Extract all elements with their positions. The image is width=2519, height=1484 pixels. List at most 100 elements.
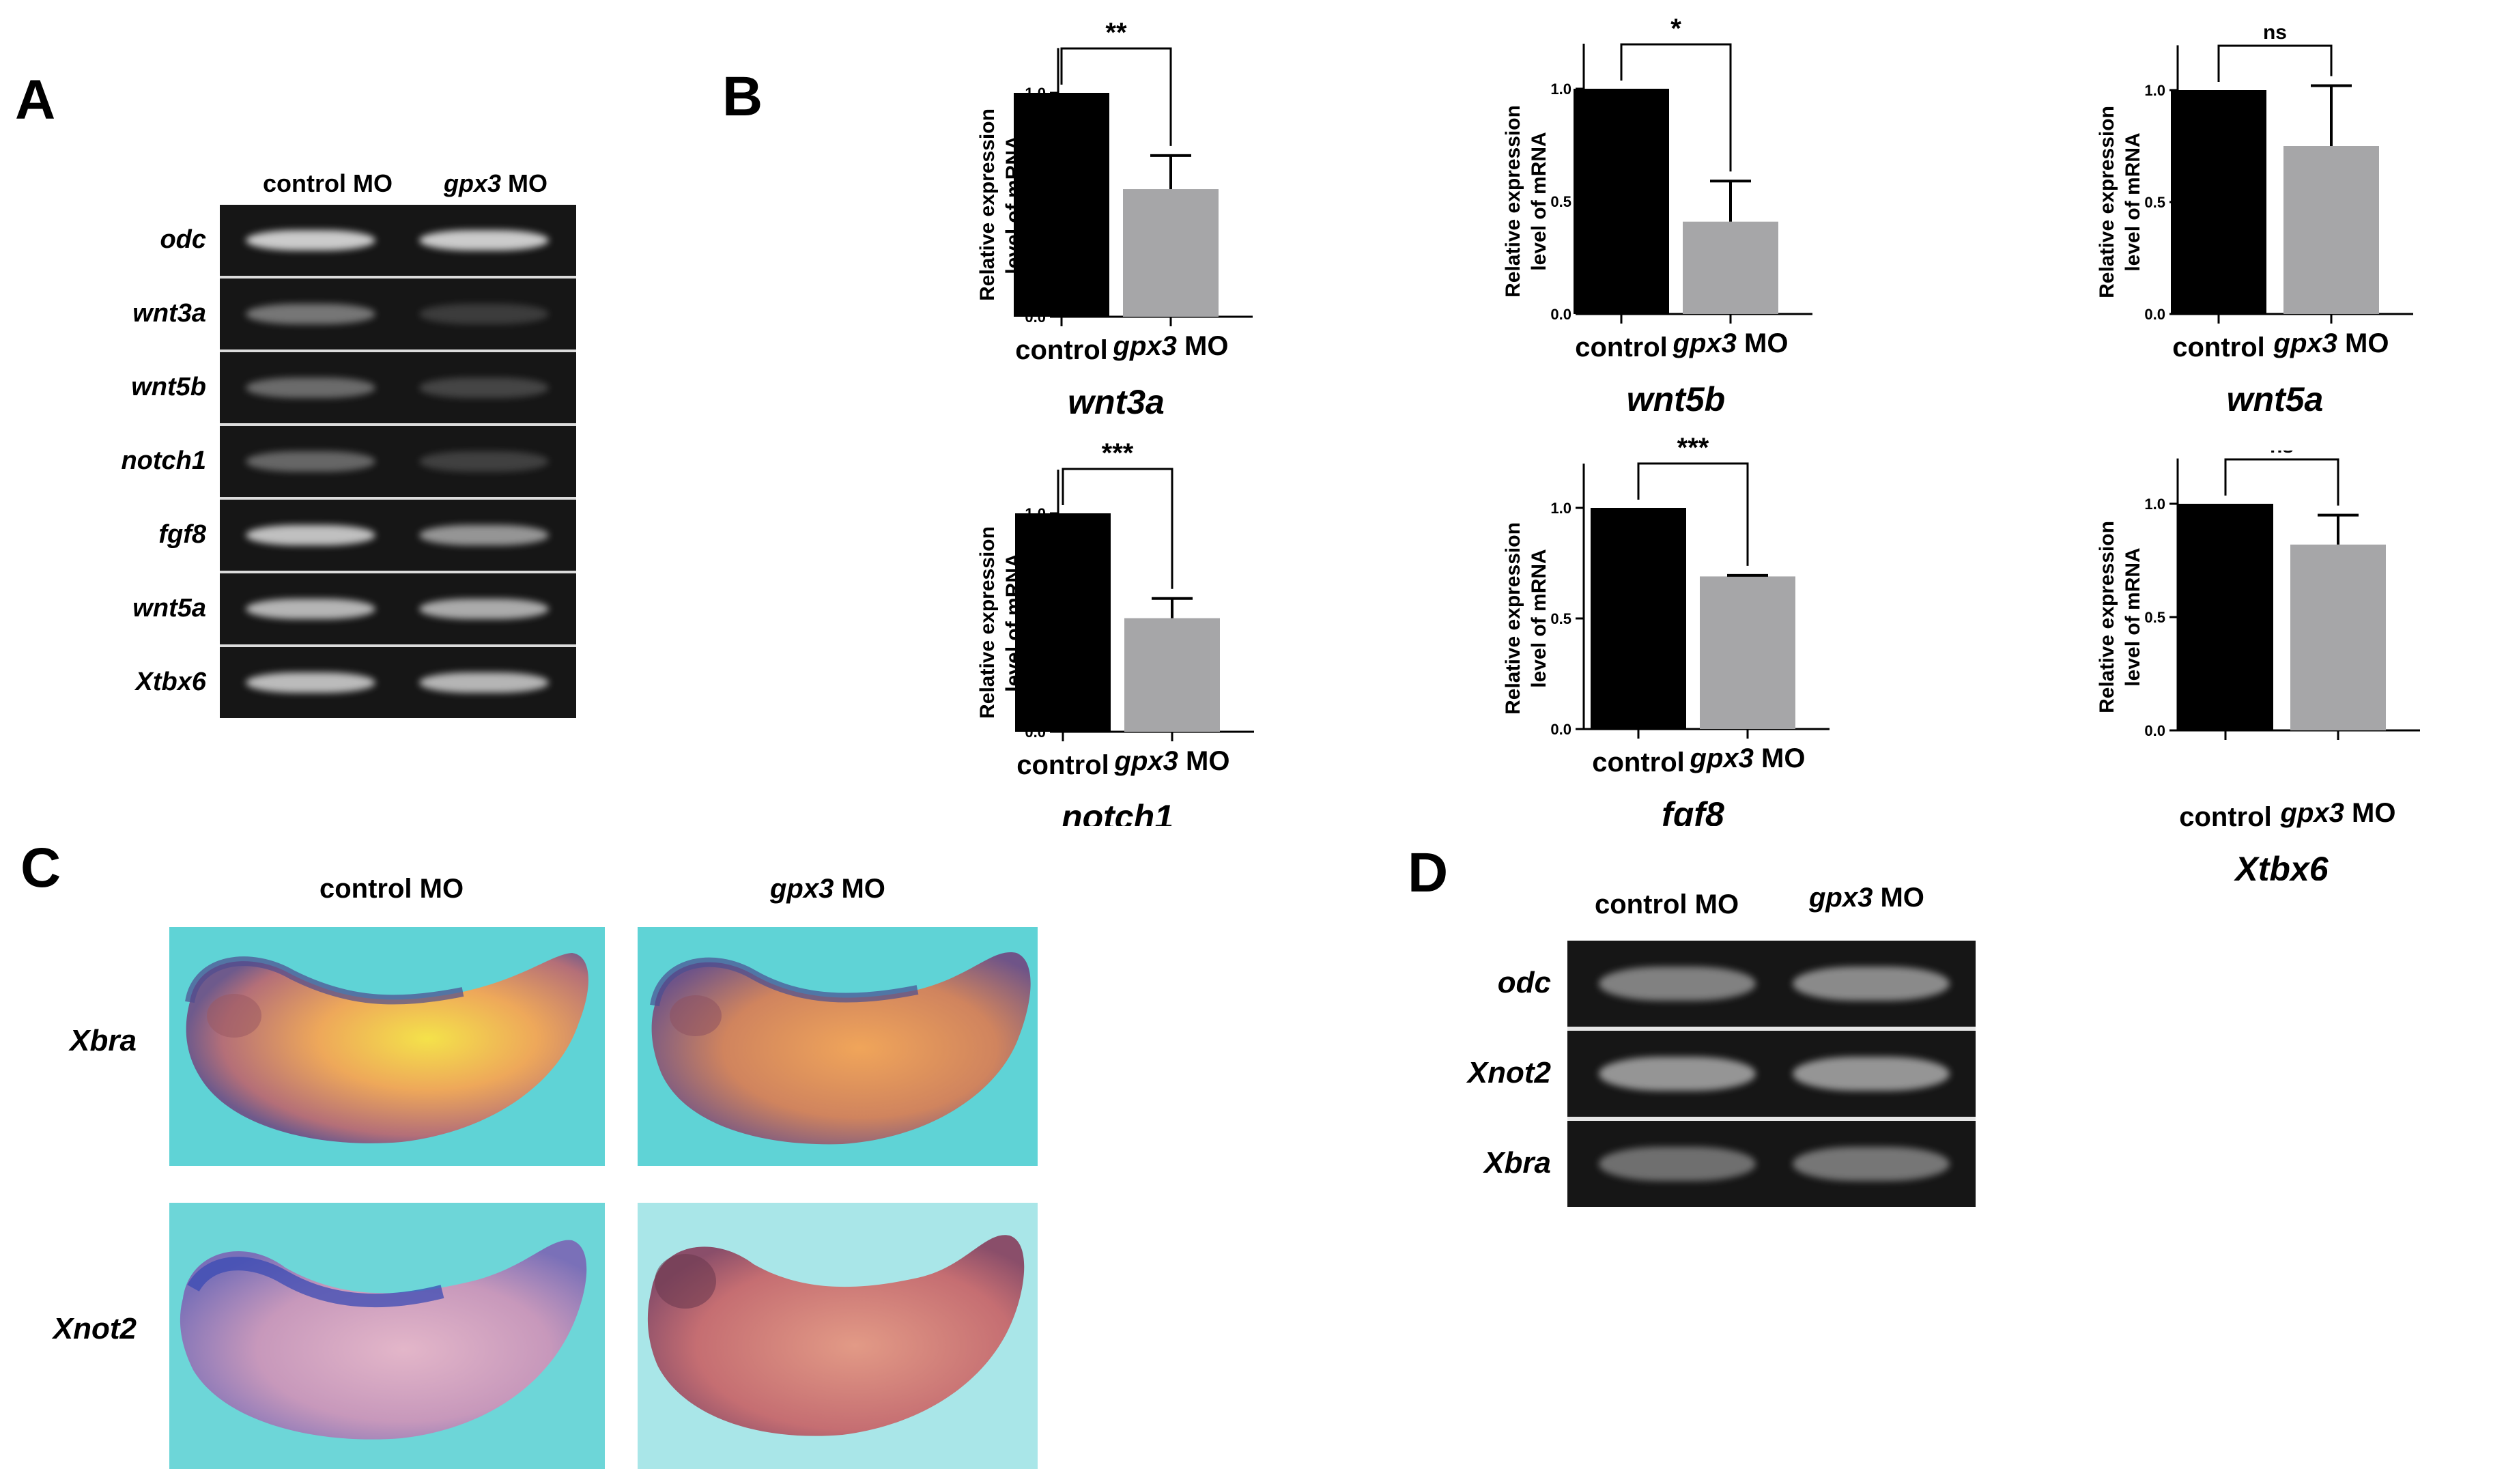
x-category-control: control <box>1575 332 1668 362</box>
gel-label-odc: odc <box>160 225 206 254</box>
gel-a <box>220 205 576 718</box>
y-tick-label-2: 1.0 <box>2144 496 2165 513</box>
panel-c-row-xbra: Xbra <box>70 1024 137 1057</box>
chart-title: wnt5a <box>2227 380 2324 418</box>
y-axis-label: Relative expression level of mRNA <box>2096 521 2144 713</box>
gel-band-notch1-control <box>246 451 375 472</box>
significance-bracket <box>1620 43 1732 172</box>
gel-band-notch1-gpx3 <box>419 451 549 472</box>
gel-band-fgf8-gpx3 <box>419 525 549 545</box>
y-tick-label-0: 0.0 <box>2144 306 2165 323</box>
x-category-gpx3-mo: MO <box>1186 746 1229 776</box>
y-tick-label-1: 0.5 <box>1550 610 1571 627</box>
gel-lane-odc <box>1567 941 1976 1027</box>
gel-lane-wnt3a <box>220 279 576 349</box>
gel-band-odc-gpx3 <box>1793 967 1950 1001</box>
significance-bracket <box>2217 44 2333 82</box>
gel-band-wnt5a-control <box>246 599 375 619</box>
gel-lane-wnt5b <box>220 352 576 423</box>
gel-lane-fgf8 <box>220 500 576 571</box>
gel-label-xtbx6: Xtbx6 <box>135 668 206 696</box>
y-axis-label-line1: Relative expression <box>1502 522 1524 715</box>
gel-band-wnt5b-control <box>246 377 375 398</box>
y-axis-label-line2: level of mRNA <box>2122 132 2144 271</box>
x-category-gpx3: gpx3 MO <box>2273 328 2389 358</box>
y-axis-label-line2: level of mRNA <box>1528 549 1550 687</box>
bar-control <box>2178 504 2273 730</box>
x-category-gpx3-gene: gpx3 <box>1113 331 1184 361</box>
significance-bracket <box>1637 462 1749 566</box>
significance-bracket <box>1060 47 1172 146</box>
panel-letter-d: D <box>1408 842 1449 904</box>
chart-title: wnt5b <box>1627 380 1725 418</box>
gel-lane-xtbx6 <box>220 647 576 718</box>
y-axis-label: Relative expression level of mRNA <box>1502 522 1550 715</box>
significance-bracket <box>1062 468 1173 589</box>
chart-title: notch1 <box>1062 798 1173 826</box>
x-category-gpx3-gene: gpx3 <box>1673 328 1744 358</box>
x-category-gpx3: gpx3 MO <box>1113 331 1229 361</box>
chart-title: wnt3a <box>1068 383 1165 421</box>
significance-label: ns <box>2263 21 2287 44</box>
y-tick-label-1: 0.5 <box>2144 194 2165 211</box>
bar-control <box>1015 513 1111 732</box>
y-tick-label-1: 0.5 <box>1550 193 1571 210</box>
x-category-gpx3-gene: gpx3 <box>2273 328 2345 358</box>
gel-band-odc-gpx3 <box>419 230 549 251</box>
panel-c-col-gpx3: gpx3 MO <box>770 874 885 904</box>
x-category-gpx3-mo: MO <box>1744 328 1788 358</box>
gel-label-wnt5b: wnt5b <box>131 373 206 401</box>
panel-letter-a: A <box>15 69 56 131</box>
panel-letter-c: C <box>20 837 61 899</box>
gel-band-wnt3a-gpx3 <box>419 304 549 324</box>
bar-control <box>1014 93 1109 317</box>
panel-c-col-gpx3-mo: MO <box>841 874 885 904</box>
x-category-control: control <box>2172 332 2265 362</box>
chart-title: fgf8 <box>1662 795 1724 826</box>
gel-label-xbra: Xbra <box>1484 1146 1551 1180</box>
gel-label-wnt3a: wnt3a <box>132 299 206 328</box>
x-category-gpx3-gene: gpx3 <box>1114 746 1186 776</box>
gel-lane-wnt5a <box>220 573 576 644</box>
bar-control <box>1591 508 1686 729</box>
gel-band-xtbx6-control <box>246 672 375 693</box>
bar-gpx3 <box>1124 618 1220 732</box>
gel-band-xbra-gpx3 <box>1793 1147 1950 1181</box>
gel-band-wnt5a-gpx3 <box>419 599 549 619</box>
embryo-control-xbra <box>169 927 605 1166</box>
gel-a-col-control: control MO <box>263 169 393 197</box>
significance-bracket <box>2224 458 2339 506</box>
x-category-gpx3-mo: MO <box>2345 328 2389 358</box>
x-category-gpx3: gpx3 MO <box>2280 798 2396 828</box>
x-category-gpx3-mo: MO <box>1761 743 1805 773</box>
significance-label: * <box>1670 14 1681 44</box>
chart-title: Xtbx6 <box>2233 850 2329 881</box>
x-category-gpx3-gene: gpx3 <box>2280 798 2352 828</box>
significance-label: *** <box>1102 438 1134 468</box>
gel-d-col-gpx3-mo: MO <box>1880 883 1924 913</box>
y-axis-label-line1: Relative expression <box>976 109 999 301</box>
bar-control <box>2171 90 2266 314</box>
gel-a-col-gpx3: gpx3 MO <box>444 169 547 198</box>
bar-gpx3 <box>1683 221 1778 314</box>
y-axis-label-line1: Relative expression <box>976 526 999 719</box>
gel-a-col-gpx3-gene: gpx3 <box>444 169 502 197</box>
gel-label-fgf8: fgf8 <box>158 520 206 549</box>
gel-band-xtbx6-gpx3 <box>419 672 549 693</box>
y-axis-label: Relative expression level of mRNA <box>976 526 1025 719</box>
x-category-gpx3: gpx3 MO <box>1690 743 1806 773</box>
gel-band-wnt5b-gpx3 <box>419 377 549 398</box>
y-tick-label-1: 0.5 <box>2144 609 2165 626</box>
gel-label-odc: odc <box>1497 966 1551 999</box>
gel-lane-xbra <box>1567 1121 1976 1207</box>
panel-c-col-gpx3-gene: gpx3 <box>770 874 834 904</box>
gel-label-xnot2: Xnot2 <box>1467 1056 1551 1089</box>
significance-label: ns <box>2270 451 2294 457</box>
y-axis-label-line1: Relative expression <box>2096 106 2118 298</box>
x-category-gpx3: gpx3 MO <box>1114 746 1230 776</box>
